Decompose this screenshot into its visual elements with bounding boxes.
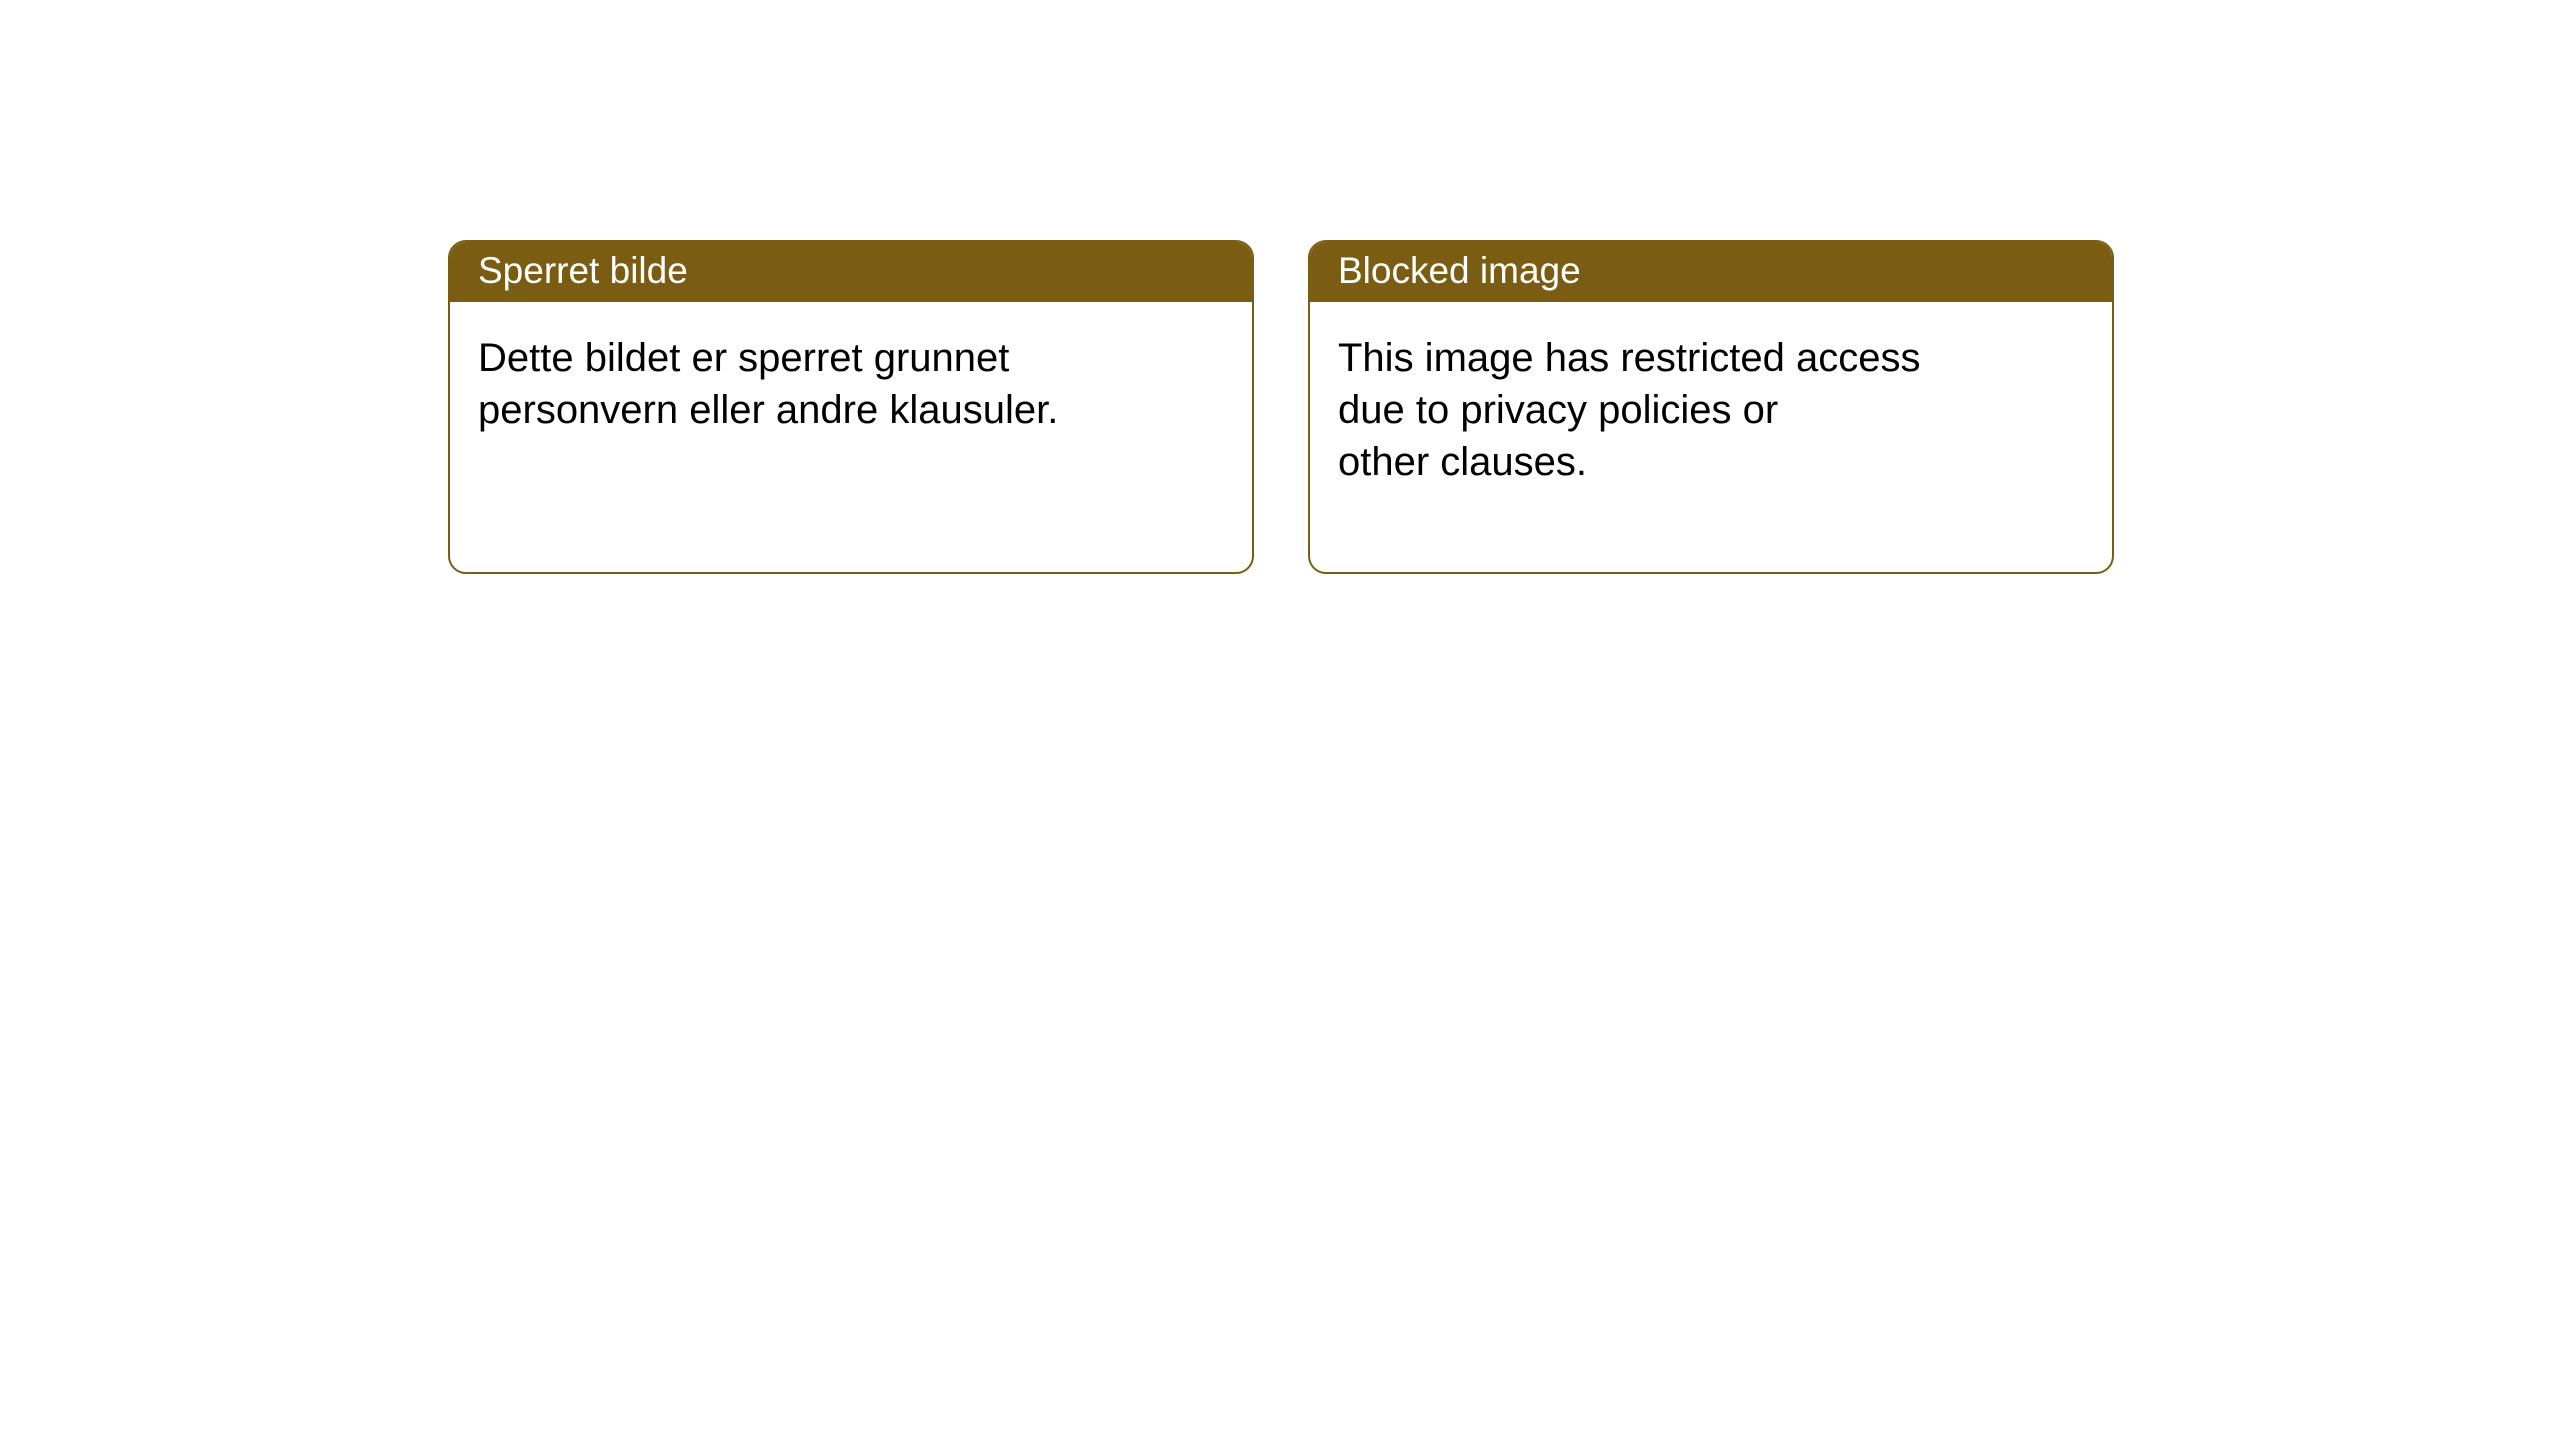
- notice-body-norwegian: Dette bildet er sperret grunnet personve…: [450, 302, 1252, 466]
- notice-container: Sperret bilde Dette bildet er sperret gr…: [0, 0, 2560, 574]
- notice-body-english: This image has restricted access due to …: [1310, 302, 2112, 518]
- notice-title-norwegian: Sperret bilde: [450, 242, 1252, 302]
- notice-card-norwegian: Sperret bilde Dette bildet er sperret gr…: [448, 240, 1254, 574]
- notice-card-english: Blocked image This image has restricted …: [1308, 240, 2114, 574]
- notice-title-english: Blocked image: [1310, 242, 2112, 302]
